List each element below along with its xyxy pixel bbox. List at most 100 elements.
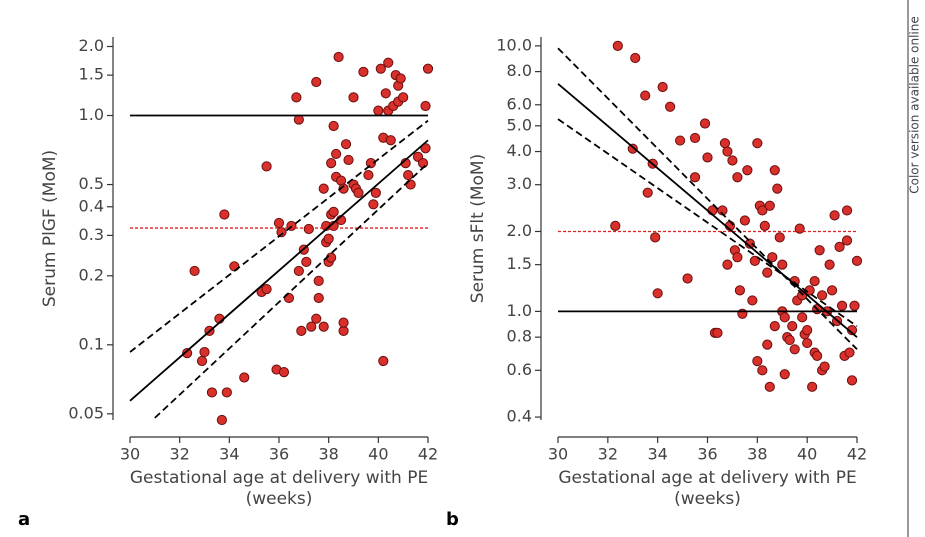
data-point	[846, 375, 858, 386]
data-point	[291, 92, 302, 103]
data-point	[774, 232, 785, 243]
x-tick-label: 38	[318, 445, 338, 464]
data-point	[182, 348, 193, 359]
data-point	[851, 255, 863, 266]
data-point	[219, 209, 230, 220]
data-point	[789, 344, 800, 355]
data-point	[777, 259, 788, 270]
data-point	[779, 369, 790, 380]
data-point	[836, 300, 848, 311]
data-point	[834, 241, 845, 252]
data-point	[802, 325, 813, 336]
x-tick-label: 42	[418, 445, 438, 464]
data-point	[784, 334, 795, 346]
y-tick-label: 5.0	[507, 115, 532, 134]
data-point	[273, 217, 285, 229]
y-tick-label: 0.5	[79, 174, 104, 193]
y-tick-label: 1.5	[79, 65, 104, 84]
data-point	[373, 105, 384, 116]
data-point	[764, 381, 775, 392]
data-point	[757, 365, 768, 376]
y-tick-label: 0.4	[79, 196, 104, 215]
data-point	[642, 187, 653, 198]
y-tick-label: 3.0	[507, 174, 532, 193]
data-point	[206, 387, 218, 398]
y-tick-label: 1.5	[507, 254, 532, 273]
y-tick-label: 10.0	[496, 35, 532, 54]
panel-label: a	[18, 509, 30, 530]
data-point	[216, 414, 227, 426]
data-point	[301, 256, 312, 267]
data-point	[261, 283, 272, 295]
data-point	[732, 252, 743, 263]
data-point	[333, 51, 344, 63]
data-point	[809, 276, 820, 287]
data-point	[727, 155, 738, 166]
data-point	[841, 205, 853, 216]
data-point	[829, 210, 840, 221]
data-point	[712, 327, 723, 339]
data-point	[612, 40, 623, 51]
data-point	[380, 88, 391, 99]
data-point	[722, 259, 733, 270]
data-point	[689, 172, 701, 183]
data-point	[189, 265, 200, 277]
y-tick-label: 0.1	[79, 334, 104, 353]
x-tick-label: 36	[697, 445, 717, 464]
data-point	[311, 76, 322, 88]
data-point	[812, 350, 823, 361]
data-point	[318, 321, 329, 332]
data-point	[627, 143, 638, 154]
data-point	[640, 90, 651, 101]
x-tick-label: 32	[169, 445, 189, 464]
solid-line	[129, 139, 429, 402]
side-note: Color version available online	[908, 16, 922, 194]
data-point	[769, 321, 780, 332]
data-point	[749, 255, 760, 266]
x-tick-label: 40	[368, 445, 388, 464]
y-tick-label: 6.0	[507, 94, 532, 113]
data-point	[403, 169, 414, 181]
data-point	[817, 290, 828, 301]
data-point	[657, 81, 668, 93]
data-point	[221, 387, 232, 398]
x-tick-label: 34	[647, 445, 667, 464]
data-point	[348, 92, 359, 103]
data-point	[417, 158, 429, 169]
data-point	[814, 245, 825, 256]
data-point	[313, 275, 324, 286]
data-point	[769, 165, 780, 176]
y-axis-title: Serum PlGF (MoM)	[40, 150, 60, 307]
data-point	[395, 73, 406, 84]
data-point	[422, 63, 434, 74]
data-point	[764, 200, 775, 211]
data-point	[323, 233, 334, 244]
data-point	[807, 381, 818, 392]
x-tick-label: 36	[269, 445, 289, 464]
data-point	[767, 252, 778, 263]
data-point	[719, 138, 731, 149]
data-point	[199, 346, 210, 358]
data-point	[762, 339, 773, 350]
data-point	[610, 220, 621, 231]
x-tick-label: 42	[847, 445, 867, 464]
data-point	[650, 232, 661, 243]
data-point	[326, 158, 337, 169]
data-point	[752, 355, 763, 367]
x-axis-title: Gestational age at delivery with PE	[558, 468, 856, 488]
data-point	[311, 313, 322, 324]
data-point	[296, 325, 307, 336]
data-point	[762, 267, 773, 278]
data-point	[849, 300, 860, 311]
data-point	[652, 288, 663, 299]
y-tick-label: 0.05	[68, 403, 104, 422]
data-point	[338, 317, 349, 328]
data-point	[752, 138, 763, 149]
data-point	[278, 367, 290, 378]
data-point	[665, 101, 676, 112]
data-point	[338, 183, 349, 194]
data-point	[772, 183, 783, 194]
data-point	[331, 148, 342, 160]
x-axis-title: (weeks)	[674, 489, 741, 509]
data-point	[787, 321, 798, 332]
